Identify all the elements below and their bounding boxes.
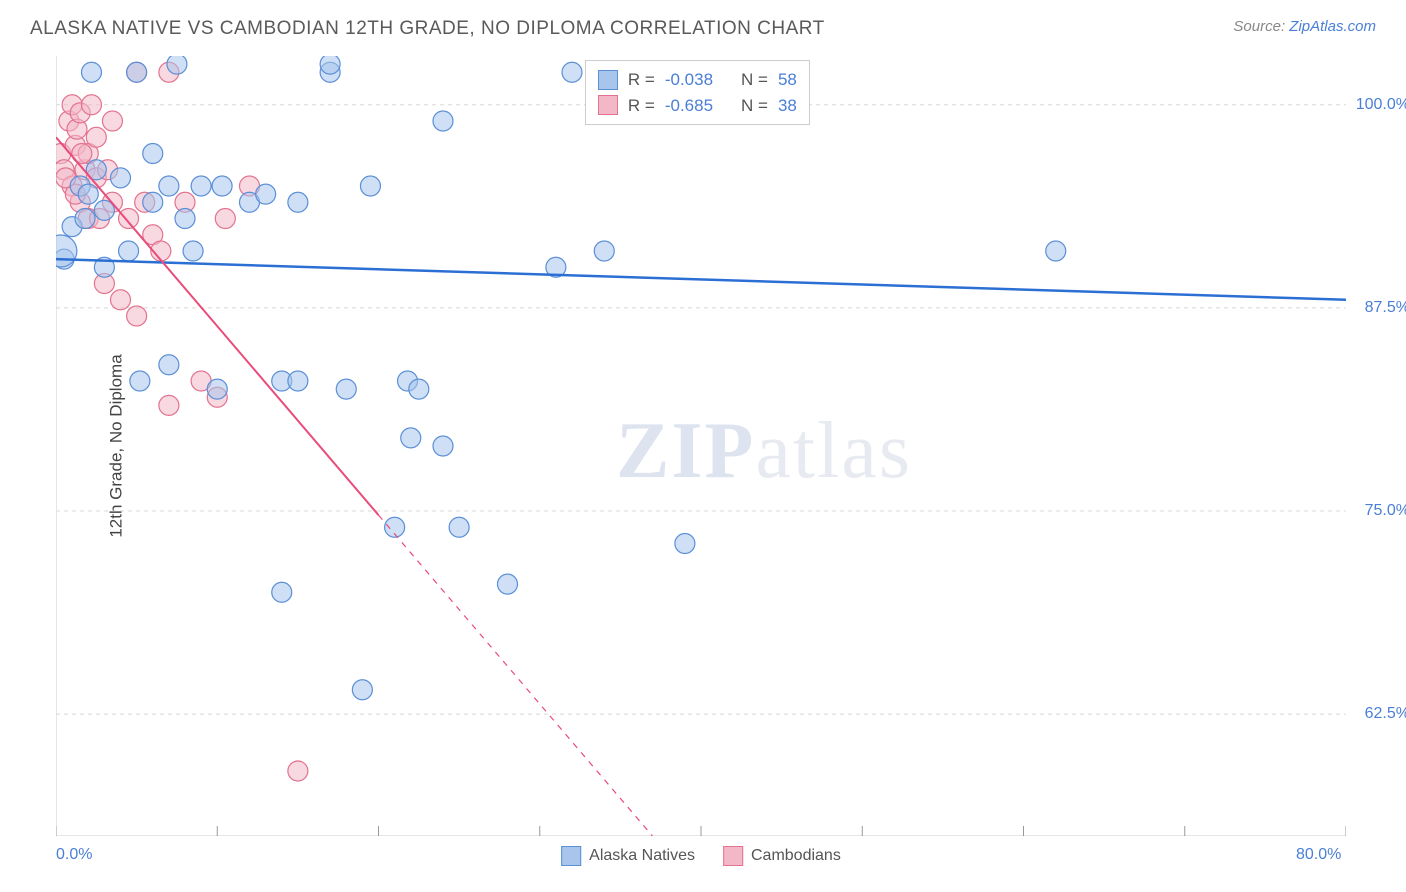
legend-swatch-cambodian (723, 846, 743, 866)
stat-row-alaska: R = -0.038 N = 58 (598, 67, 797, 93)
y-tick-label: 62.5% (1365, 705, 1406, 723)
y-tick-label: 87.5% (1365, 299, 1406, 317)
legend-label-cambodian: Cambodians (751, 847, 841, 865)
stat-r-label: R = (628, 67, 655, 93)
scatter-plot (56, 56, 1346, 836)
chart-title: ALASKA NATIVE VS CAMBODIAN 12TH GRADE, N… (30, 18, 825, 40)
correlation-stats-box: R = -0.038 N = 58 R = -0.685 N = 38 (585, 60, 810, 125)
stat-n-label: N = (741, 67, 768, 93)
stat-r-label: R = (628, 93, 655, 119)
y-tick-label: 75.0% (1365, 502, 1406, 520)
x-tick-label: 0.0% (56, 846, 92, 864)
source-prefix: Source: (1233, 18, 1289, 35)
chart-container: R = -0.038N = 58R = -0.685N = 38 Alaska … (56, 56, 1346, 836)
stat-n-value: 58 (778, 67, 797, 93)
stat-swatch (598, 70, 618, 90)
x-tick-label: 80.0% (1296, 846, 1341, 864)
source-link[interactable]: ZipAtlas.com (1289, 18, 1376, 35)
stat-r-value: -0.685 (665, 93, 713, 119)
y-tick-label: 100.0% (1356, 96, 1406, 114)
legend: Alaska Natives Cambodians (561, 846, 841, 866)
stat-row-cambodian: R = -0.685 N = 38 (598, 93, 797, 119)
legend-item-cambodian: Cambodians (723, 846, 841, 866)
source-attribution: Source: ZipAtlas.com (1233, 18, 1376, 35)
stat-swatch (598, 95, 618, 115)
stat-r-value: -0.038 (665, 67, 713, 93)
legend-label-alaska: Alaska Natives (589, 847, 695, 865)
stat-n-label: N = (741, 93, 768, 119)
legend-swatch-alaska (561, 846, 581, 866)
stat-n-value: 38 (778, 93, 797, 119)
legend-item-alaska: Alaska Natives (561, 846, 695, 866)
